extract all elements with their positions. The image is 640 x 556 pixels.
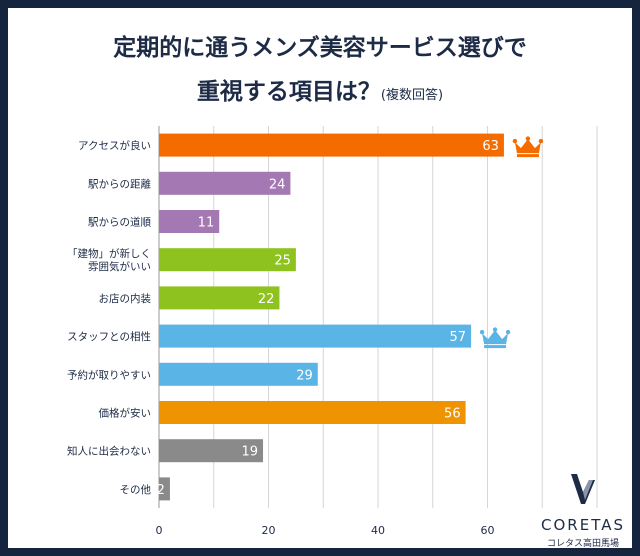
x-tick-label: 40: [371, 524, 385, 537]
crown-icon: [479, 327, 511, 349]
bar: [159, 401, 466, 424]
chart-title-main: 重視する項目は？: [196, 79, 381, 105]
category-label: アクセスが良い: [78, 139, 151, 152]
bar: [159, 324, 472, 348]
category-label: 価格が安い: [99, 407, 152, 420]
category-label: 駅からの道順: [88, 216, 151, 229]
bar: [159, 248, 296, 272]
bar-value-label: 25: [274, 254, 291, 269]
bar: [159, 439, 264, 463]
chart-card: 定期的に通うメンズ美容サービス選びで 重視する項目は？(複数回答) 63 アクセス…: [8, 8, 632, 549]
logo-tagline: コレタス高田馬場: [546, 539, 619, 549]
bar-value-label: 11: [198, 216, 215, 231]
bar: [159, 362, 318, 386]
x-tick-label: 20: [262, 524, 276, 537]
bar: [159, 133, 504, 157]
category-label: 駅からの距離: [88, 177, 151, 190]
chart-title-note: (複数回答): [380, 88, 444, 103]
x-tick-label: 0: [156, 524, 163, 537]
category-label: スタッフとの相性: [67, 330, 151, 343]
bar: [159, 477, 170, 501]
bar-chart: 63 アクセスが良い 24 駅からの距離 11 駅からの道順 25 「建物」が新しく雰囲気がい…: [67, 126, 598, 537]
bar: [159, 171, 291, 195]
crown-icon: [512, 136, 544, 158]
category-label: お店の内装: [99, 292, 152, 305]
category-label: 予約が取りやすい: [67, 368, 151, 381]
category-label: 知人に出会わない: [67, 445, 151, 458]
category-label: 「建物」が新しく: [67, 247, 151, 260]
chart-title-line2: 重視する項目は？(複数回答): [8, 72, 632, 106]
bar: [159, 286, 280, 310]
bar-value-label: 56: [444, 407, 461, 422]
bar-value-label: 57: [450, 330, 467, 345]
bar-value-label: 22: [258, 292, 275, 307]
logo-name: CORETAS: [541, 516, 625, 534]
bar-value-label: 24: [269, 177, 286, 192]
bar-value-label: 19: [241, 445, 258, 460]
bar-value-label: 63: [482, 139, 499, 154]
bar-value-label: 2: [157, 483, 165, 498]
x-tick-label: 60: [481, 524, 495, 537]
coretas-logo-icon: [571, 474, 595, 504]
chart-title-line1: 定期的に通うメンズ美容サービス選びで: [113, 35, 527, 61]
category-label: その他: [120, 483, 152, 496]
bar: [159, 210, 220, 233]
category-label: 雰囲気がいい: [88, 260, 151, 273]
bar-value-label: 29: [296, 368, 313, 383]
